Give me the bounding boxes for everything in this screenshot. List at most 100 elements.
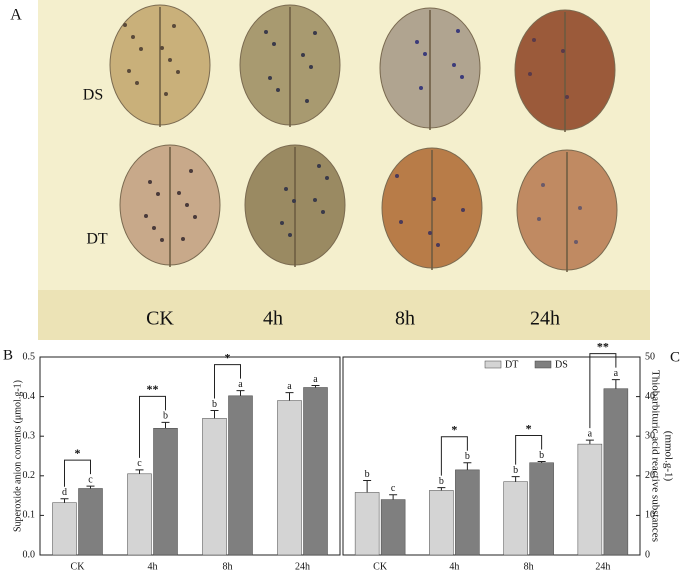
bar bbox=[455, 469, 480, 556]
leaf-spot bbox=[301, 53, 305, 57]
leaf-spot bbox=[139, 47, 143, 51]
leaf-spot bbox=[127, 69, 131, 73]
error-bar bbox=[285, 392, 294, 401]
group-letter: b bbox=[539, 450, 544, 461]
leaf-spot bbox=[419, 86, 423, 90]
error-bar bbox=[511, 476, 520, 482]
leaf-spot bbox=[415, 40, 419, 44]
leaf-spot bbox=[428, 231, 432, 235]
significance-bracket bbox=[64, 459, 91, 487]
group-letter: a bbox=[313, 374, 318, 385]
leaf-spot bbox=[528, 72, 532, 76]
group-letter: a bbox=[287, 381, 292, 392]
bar bbox=[354, 492, 380, 556]
leaf-spot bbox=[284, 187, 288, 191]
group-letter: b bbox=[465, 451, 470, 462]
y-tick-label: 40 bbox=[645, 391, 655, 402]
significance-mark: * bbox=[451, 422, 457, 436]
leaf-spot bbox=[313, 198, 317, 202]
leaf-spot bbox=[288, 233, 292, 237]
significance-bracket bbox=[139, 395, 166, 458]
bar bbox=[380, 499, 406, 556]
y-axis-label: Superoxide anion contents (μmol.g-1) bbox=[12, 380, 23, 532]
column-label: 4h bbox=[263, 308, 283, 330]
leaf-spot bbox=[456, 29, 460, 33]
error-bar bbox=[437, 487, 446, 491]
error-bar bbox=[60, 498, 69, 503]
bar bbox=[429, 490, 454, 556]
leaf-spot bbox=[135, 81, 139, 85]
group-letter: a bbox=[588, 428, 593, 439]
error-bar bbox=[236, 390, 245, 396]
leaf-spot bbox=[280, 221, 284, 225]
leaf-spot bbox=[317, 164, 321, 168]
leaf-spot bbox=[541, 183, 545, 187]
significance-bracket bbox=[214, 364, 241, 399]
row-label: DT bbox=[86, 231, 108, 248]
leaves bbox=[109, 4, 618, 272]
leaf-spot bbox=[144, 214, 148, 218]
row-label: DS bbox=[83, 87, 103, 104]
leaf-spot bbox=[268, 76, 272, 80]
group-letter: b bbox=[439, 476, 444, 487]
error-bar bbox=[363, 480, 372, 493]
y-tick-label: 50 bbox=[645, 351, 655, 362]
column-label: CK bbox=[146, 308, 174, 330]
leaf-spot bbox=[565, 95, 569, 99]
error-bar bbox=[311, 385, 320, 388]
group-letter: b bbox=[513, 465, 518, 476]
y-tick-label: 0.1 bbox=[23, 510, 36, 521]
leaf-spot bbox=[168, 58, 172, 62]
bar bbox=[153, 428, 178, 556]
error-bar bbox=[463, 462, 472, 470]
error-bar bbox=[161, 421, 170, 429]
bar bbox=[603, 388, 629, 556]
x-tick-label: 24h bbox=[595, 561, 610, 572]
group-letter: c bbox=[88, 474, 93, 485]
x-tick-label: 24h bbox=[295, 561, 310, 572]
bar bbox=[277, 400, 302, 556]
x-tick-label: 8h bbox=[524, 561, 534, 572]
error-bar bbox=[86, 485, 95, 489]
leaf-spot bbox=[423, 52, 427, 56]
leaf-spot bbox=[537, 217, 541, 221]
leaf-spot bbox=[399, 220, 403, 224]
bar bbox=[303, 387, 328, 556]
leaf-spot bbox=[313, 31, 317, 35]
plot-frame bbox=[39, 356, 341, 556]
leaf-spot bbox=[325, 176, 329, 180]
leaf-spot bbox=[461, 208, 465, 212]
leaf-spot bbox=[176, 70, 180, 74]
leaf-spot bbox=[181, 237, 185, 241]
bar bbox=[78, 488, 103, 556]
y-tick-label: 0.3 bbox=[23, 430, 36, 441]
leaf-spot bbox=[131, 35, 135, 39]
y-tick-label: 0.2 bbox=[23, 470, 36, 481]
panel-label: B bbox=[3, 347, 13, 363]
plot-frame bbox=[342, 356, 641, 556]
group-letter: d bbox=[62, 487, 67, 498]
bar bbox=[52, 502, 77, 556]
leaf-spot bbox=[189, 169, 193, 173]
legend-label: DS bbox=[555, 359, 568, 370]
column-label: 24h bbox=[530, 308, 560, 330]
leaf-spot bbox=[578, 206, 582, 210]
group-letter: a bbox=[238, 379, 243, 390]
leaf-spot bbox=[272, 42, 276, 46]
legend-swatch bbox=[484, 360, 502, 369]
x-tick-label: CK bbox=[373, 561, 388, 572]
column-label: 8h bbox=[395, 308, 415, 330]
significance-mark: ** bbox=[147, 382, 159, 396]
group-letter: c bbox=[391, 483, 396, 494]
leaf-spot bbox=[452, 63, 456, 67]
y-axis-label: (mmol.g-1) bbox=[662, 431, 674, 482]
leaf-spot bbox=[148, 180, 152, 184]
error-bar bbox=[210, 409, 219, 419]
leaf-spot bbox=[292, 199, 296, 203]
significance-mark: * bbox=[526, 421, 532, 435]
leaf-spot bbox=[123, 23, 127, 27]
leaf-spot bbox=[160, 46, 164, 50]
legend-label: DT bbox=[505, 359, 518, 370]
leaf-spot bbox=[432, 197, 436, 201]
y-tick-label: 20 bbox=[645, 470, 655, 481]
